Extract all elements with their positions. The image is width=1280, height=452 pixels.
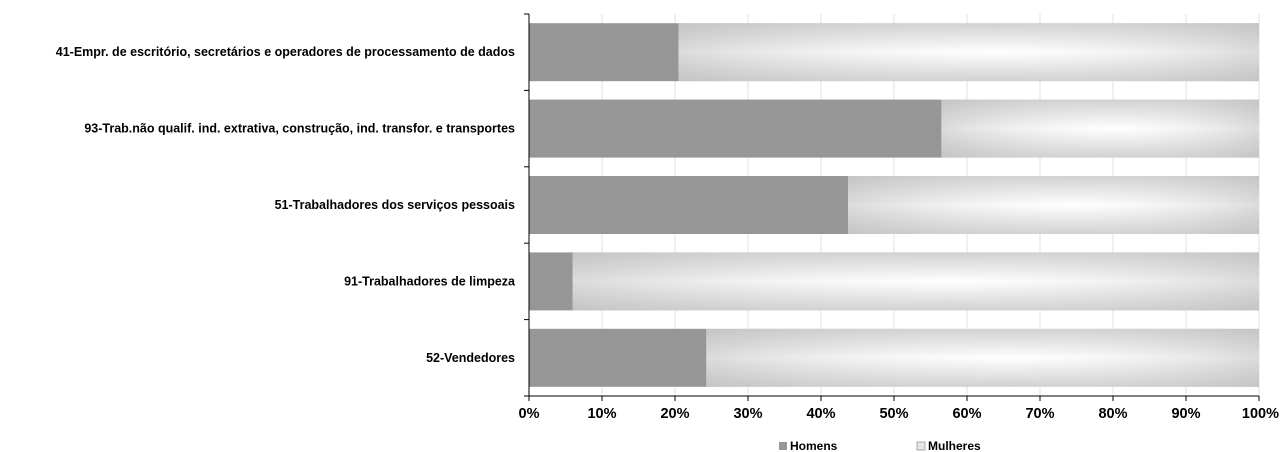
bars (529, 23, 1259, 387)
legend-label-homens: Homens (790, 439, 838, 452)
bar-mulheres-shade (941, 99, 1259, 158)
x-tick-label: 40% (806, 406, 835, 422)
x-tick-label: 90% (1171, 406, 1200, 422)
bar-homens (529, 328, 707, 387)
x-tick-label: 20% (660, 406, 689, 422)
bar-homens (529, 99, 942, 158)
bar-mulheres-shade (848, 176, 1259, 234)
x-tick-label: 50% (879, 406, 908, 422)
legend-label-mulheres: Mulheres (928, 439, 981, 452)
legend-swatch-mulheres (916, 441, 926, 451)
legend: Homens Mulheres (779, 439, 981, 452)
x-tick-label: 10% (587, 406, 616, 422)
category-label: 51-Trabalhadores dos serviços pessoais (275, 198, 515, 212)
x-tick-label: 80% (1098, 406, 1127, 422)
x-tick-label: 30% (733, 406, 762, 422)
category-labels: 41-Empr. de escritório, secretários e op… (56, 45, 516, 365)
x-tick-labels: 0% 10% 20% 30% 40% 50% 60% 70% 80% 90% 100% (519, 406, 1280, 422)
category-label: 52-Vendedores (426, 351, 515, 365)
axes (524, 13, 1260, 401)
category-label: 91-Trabalhadores de limpeza (344, 274, 516, 288)
x-tick-label: 0% (519, 406, 540, 422)
bar-homens (529, 252, 573, 311)
bar-mulheres-shade (706, 328, 1259, 387)
bar-homens (529, 23, 679, 82)
category-label: 93-Trab.não qualif. ind. extrativa, cons… (84, 122, 515, 136)
bar-mulheres-shade (572, 252, 1259, 311)
x-tick-label: 70% (1025, 406, 1054, 422)
bar-mulheres-shade (678, 23, 1259, 82)
category-label: 41-Empr. de escritório, secretários e op… (56, 45, 515, 59)
legend-swatch-homens (779, 442, 787, 450)
bar-homens (529, 176, 849, 234)
x-tick-label: 100% (1242, 406, 1279, 422)
x-tick-label: 60% (952, 406, 981, 422)
